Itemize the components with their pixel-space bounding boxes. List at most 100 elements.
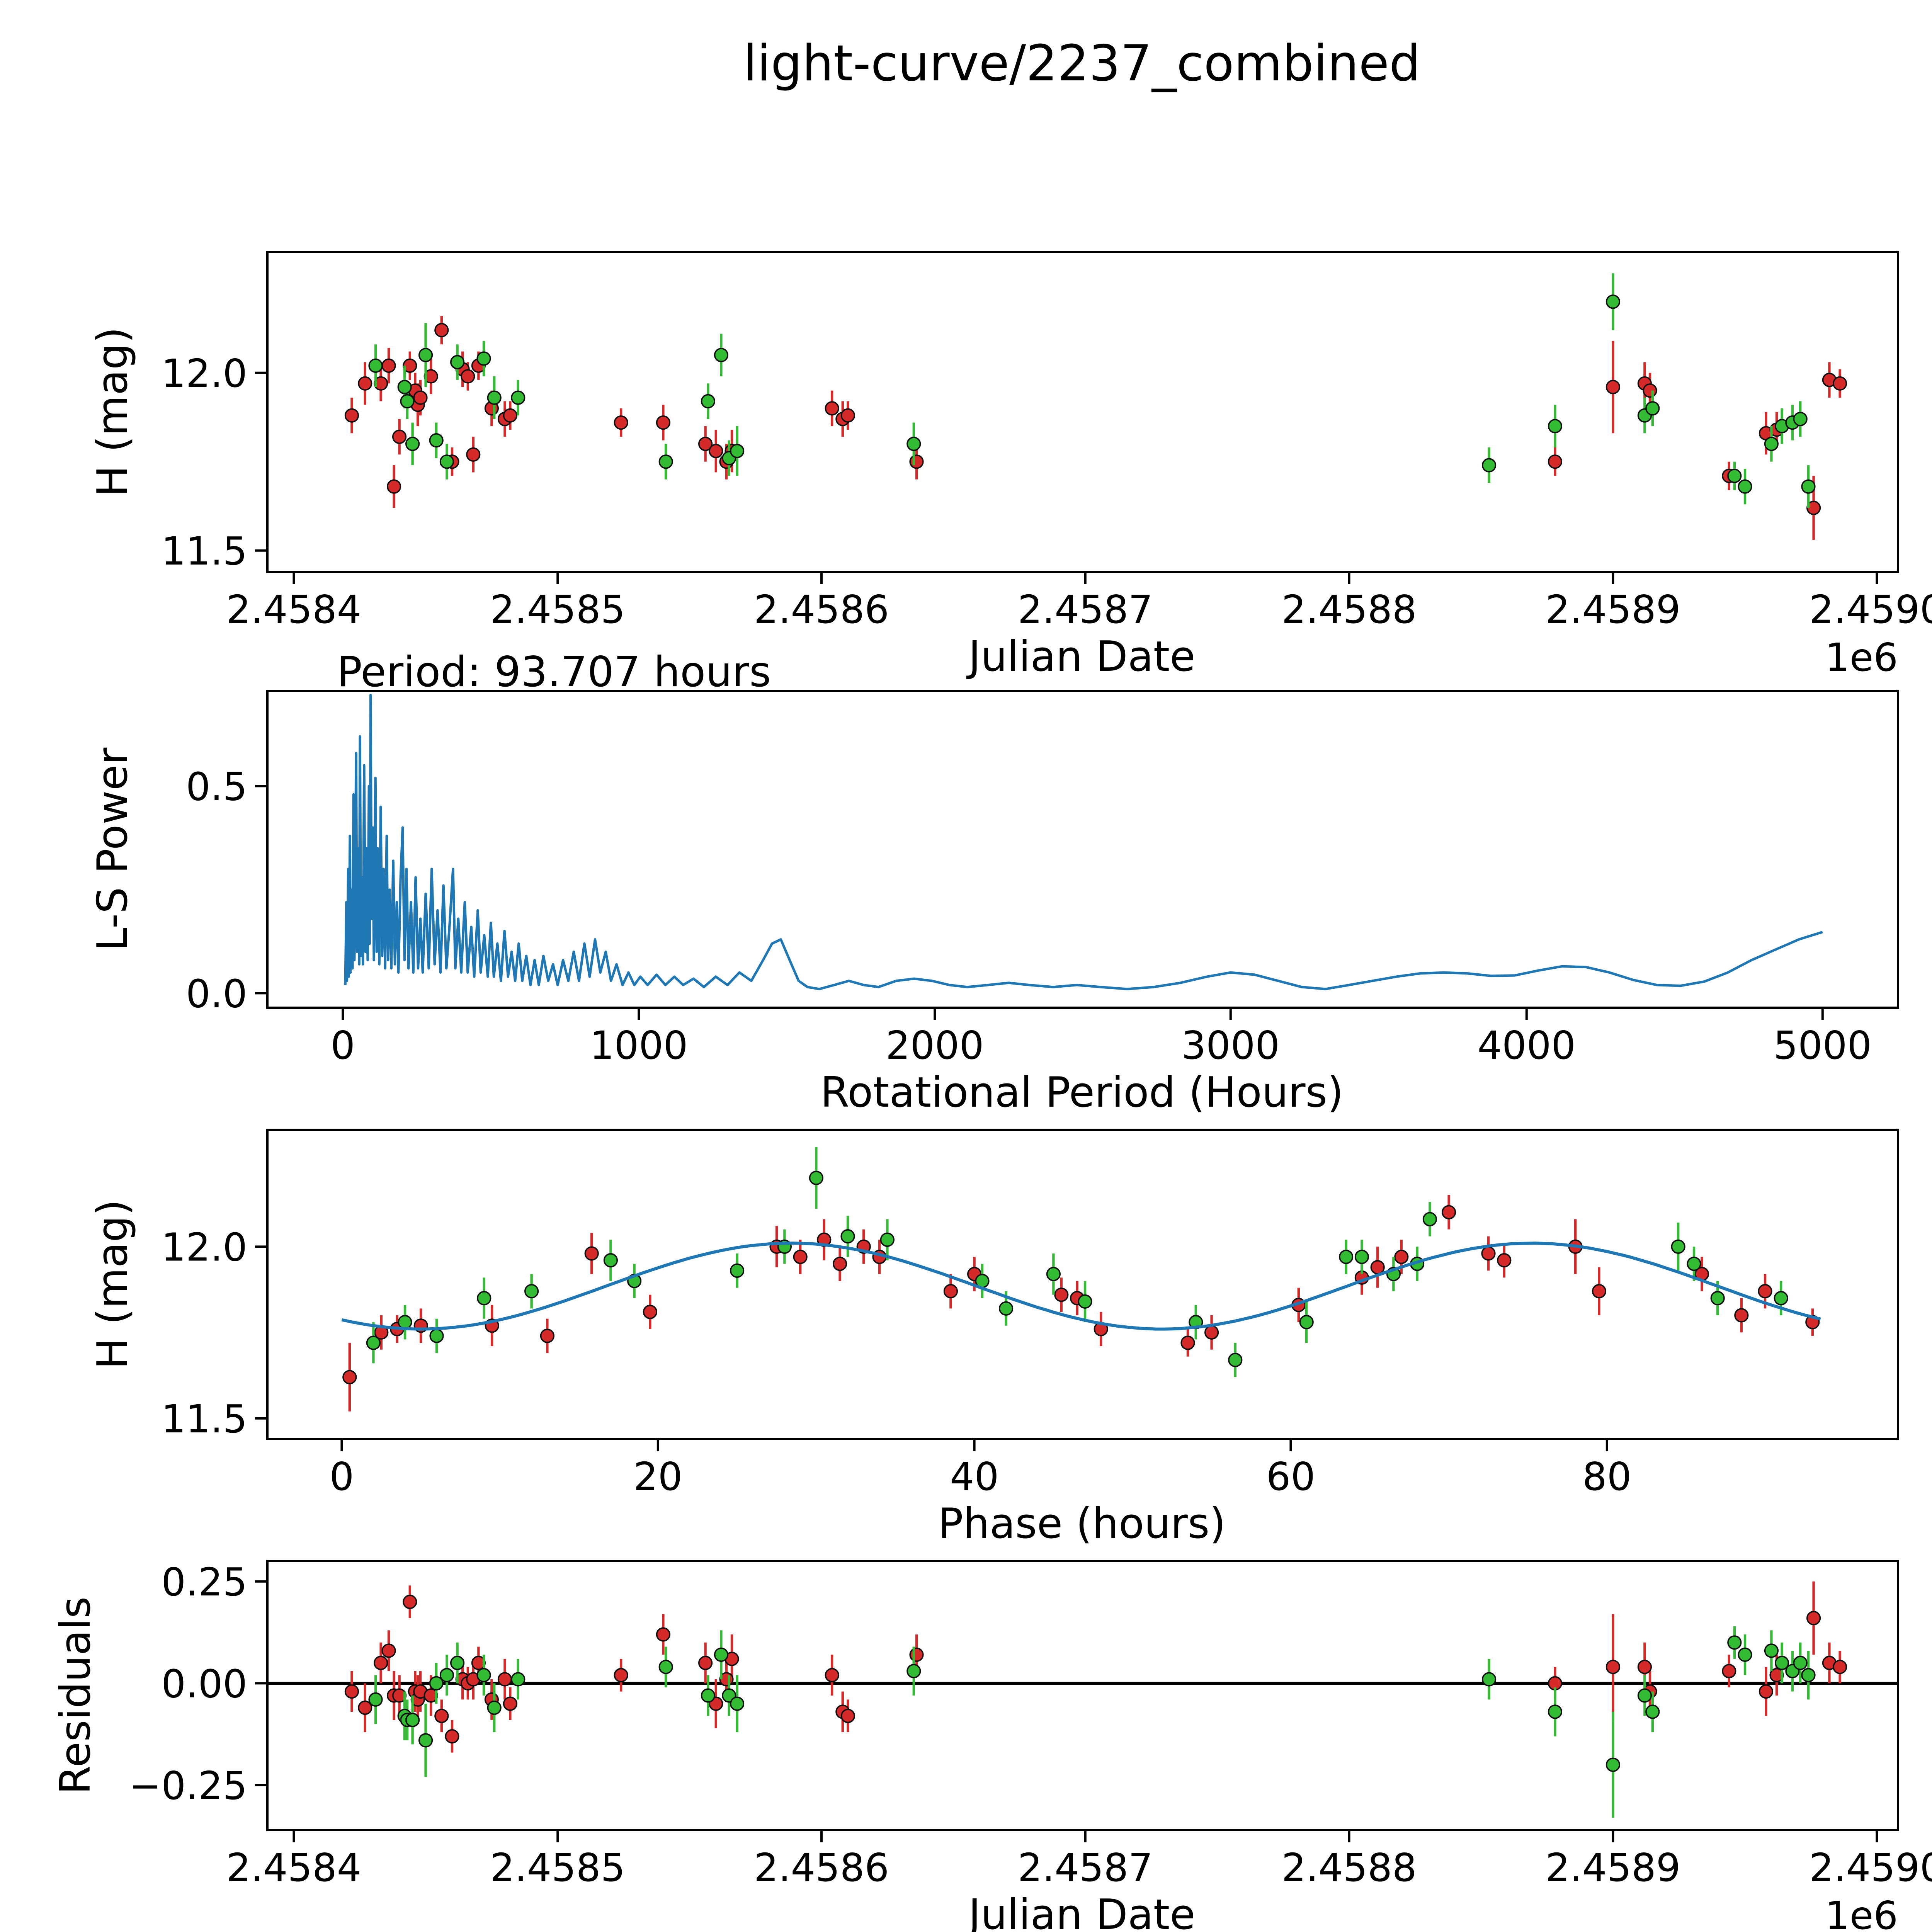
data-point bbox=[1643, 383, 1657, 398]
data-point bbox=[439, 1668, 454, 1682]
x-tick-label: 2.4586 bbox=[754, 587, 889, 632]
data-point bbox=[434, 323, 449, 338]
data-point bbox=[701, 394, 715, 409]
data-point bbox=[730, 444, 745, 458]
data-point bbox=[1801, 1668, 1816, 1682]
data-point bbox=[1605, 379, 1621, 395]
data-point bbox=[1299, 1315, 1314, 1330]
data-point bbox=[1727, 1635, 1742, 1650]
data-point bbox=[476, 351, 491, 366]
data-point bbox=[373, 1656, 388, 1670]
data-point bbox=[381, 358, 396, 373]
y-tick-label: 12.0 bbox=[161, 351, 247, 396]
x-tick-label: 2.4587 bbox=[1018, 587, 1153, 632]
data-point bbox=[503, 1696, 517, 1711]
x-tick-label: 2.4590 bbox=[1809, 1845, 1932, 1890]
data-point bbox=[487, 390, 502, 405]
x-tick-label: 2.4584 bbox=[226, 587, 361, 632]
y-tick-label: 12.0 bbox=[161, 1225, 247, 1270]
x-tick-label: 40 bbox=[950, 1454, 999, 1499]
data-point bbox=[1228, 1353, 1243, 1367]
data-point bbox=[1204, 1325, 1219, 1340]
axes-frame bbox=[266, 1560, 1899, 1831]
data-point bbox=[1548, 454, 1562, 469]
x-tick-label: 2.4588 bbox=[1282, 1845, 1417, 1890]
data-point bbox=[487, 1701, 502, 1715]
series-red-photometry-phased bbox=[342, 1195, 1820, 1412]
data-point bbox=[413, 390, 428, 405]
data-point bbox=[1339, 1250, 1354, 1264]
subplot-light-curve: 2.4584 2.4585 2.4586 2.4587 2.4588 2.4589 2.45… bbox=[161, 251, 1932, 632]
data-point bbox=[943, 1284, 958, 1299]
data-point bbox=[1637, 1688, 1652, 1703]
data-point bbox=[730, 1263, 745, 1278]
data-point bbox=[403, 1595, 417, 1609]
data-point bbox=[1671, 1239, 1685, 1254]
data-point bbox=[1605, 294, 1621, 309]
subplot-phased-light-curve: 0 20 40 60 80 11.5 12.0 bbox=[161, 1129, 1899, 1499]
data-point bbox=[405, 437, 420, 451]
data-point bbox=[1727, 468, 1742, 483]
subplot-area: 2.4584 2.4585 2.4586 2.4587 2.4588 2.4589 2.45… bbox=[129, 251, 1932, 1890]
data-point bbox=[423, 369, 438, 384]
data-point bbox=[476, 1668, 491, 1682]
plot2-xlabel: Rotational Period (Hours) bbox=[820, 1068, 1344, 1117]
x-tick-label: 2.4589 bbox=[1545, 587, 1680, 632]
data-point bbox=[1833, 376, 1847, 391]
x-tick-label: 5000 bbox=[1774, 1023, 1872, 1068]
data-point bbox=[840, 1709, 855, 1723]
data-point bbox=[658, 1660, 673, 1674]
data-point bbox=[439, 454, 454, 469]
data-point bbox=[584, 1246, 599, 1261]
data-point bbox=[358, 376, 372, 391]
data-point bbox=[1758, 1284, 1772, 1299]
data-point bbox=[1497, 1253, 1512, 1268]
data-point bbox=[392, 429, 407, 444]
series-red-residuals bbox=[344, 1581, 1847, 1753]
data-point bbox=[698, 437, 713, 451]
data-point bbox=[709, 444, 723, 458]
data-point bbox=[368, 358, 383, 373]
data-point bbox=[397, 379, 412, 395]
series-green-photometry bbox=[368, 273, 1816, 508]
data-point bbox=[429, 433, 444, 448]
data-point bbox=[1394, 1250, 1409, 1264]
data-point bbox=[503, 408, 517, 423]
series-ls-power bbox=[344, 694, 1823, 990]
axes-frame bbox=[266, 251, 1899, 573]
data-point bbox=[418, 1733, 433, 1748]
x-tick-label: 4000 bbox=[1478, 1023, 1576, 1068]
data-point bbox=[477, 1291, 492, 1306]
data-point bbox=[1764, 1643, 1779, 1658]
plot1-ylabel: H (mag) bbox=[88, 327, 137, 497]
data-point bbox=[386, 479, 401, 494]
data-point bbox=[1592, 1284, 1607, 1299]
data-point bbox=[793, 1250, 808, 1264]
data-point bbox=[701, 1688, 715, 1703]
data-point bbox=[1481, 1246, 1496, 1261]
sinusoid-fit-curve bbox=[341, 1242, 1821, 1331]
x-tick-label: 3000 bbox=[1182, 1023, 1280, 1068]
axes-frame bbox=[266, 1129, 1899, 1440]
data-point bbox=[342, 1370, 357, 1384]
data-point bbox=[1370, 1260, 1385, 1275]
x-tick-label: 0 bbox=[330, 1454, 354, 1499]
data-point bbox=[400, 394, 415, 409]
plot4-ylabel: Residuals bbox=[51, 1597, 100, 1794]
data-point bbox=[1482, 458, 1497, 473]
x-tick-label: 2.4586 bbox=[754, 1845, 889, 1890]
x-tick-label: 80 bbox=[1582, 1454, 1631, 1499]
subplot-periodogram: 0 1000 2000 3000 4000 5000 0.0 0.5 bbox=[186, 690, 1899, 1068]
series-green-residuals bbox=[368, 1626, 1816, 1818]
subplot-residuals: 2.4584 2.4585 2.4586 2.4587 2.4588 2.4589 2.45… bbox=[129, 1560, 1932, 1890]
data-point bbox=[450, 1656, 465, 1670]
data-point bbox=[524, 1284, 539, 1299]
data-point bbox=[1054, 1287, 1069, 1302]
x-tick-label: 2.4584 bbox=[226, 1845, 361, 1890]
x-tick-label: 2.4585 bbox=[490, 587, 625, 632]
data-point bbox=[381, 1643, 396, 1658]
y-tick-label: 0.25 bbox=[161, 1560, 247, 1605]
data-point bbox=[450, 355, 465, 369]
data-point bbox=[1801, 479, 1816, 494]
